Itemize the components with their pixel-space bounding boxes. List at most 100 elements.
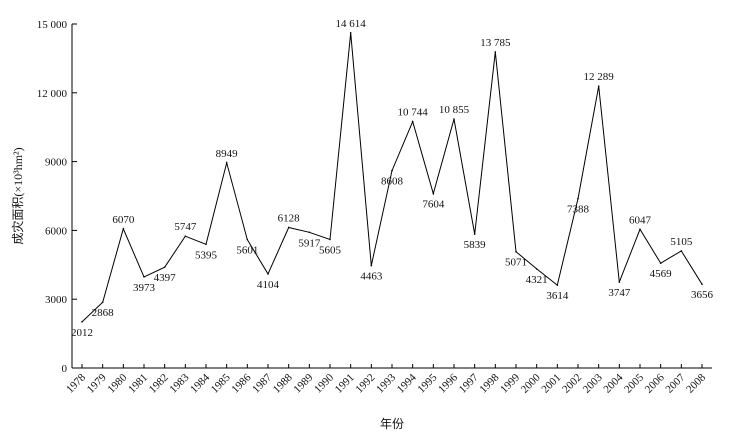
data-point: [577, 197, 579, 200]
data-label: 5105: [670, 236, 693, 248]
data-label: 10 744: [398, 107, 429, 119]
data-label: 4321: [526, 274, 548, 286]
data-label: 3656: [691, 289, 714, 301]
x-tick-label: 1988: [271, 371, 295, 395]
x-tick-label: 1985: [209, 371, 233, 395]
data-point: [515, 250, 517, 253]
y-tick-label: 12 000: [37, 88, 68, 100]
x-tick-label: 2001: [539, 372, 563, 396]
x-tick-label: 2007: [663, 371, 687, 395]
x-tick-label: 1978: [64, 371, 88, 395]
data-point: [246, 238, 249, 241]
x-axis-title: 年份: [380, 417, 404, 431]
data-point: [639, 228, 641, 231]
data-point: [618, 281, 621, 283]
data-label: 4569: [650, 268, 673, 280]
data-label: 6047: [629, 214, 652, 226]
x-tick-label: 2008: [684, 371, 708, 395]
x-tick-label: 1993: [374, 371, 398, 395]
data-point: [163, 266, 166, 268]
y-tick-label: 15 000: [37, 19, 68, 31]
data-point: [659, 262, 662, 265]
x-tick-label: 1994: [395, 371, 419, 395]
data-label: 5601: [236, 245, 258, 257]
data-label: 4463: [360, 271, 383, 283]
data-point: [391, 169, 393, 172]
data-label: 7604: [422, 199, 445, 211]
data-point: [535, 268, 538, 270]
x-tick-label: 1986: [229, 371, 253, 395]
y-tick-label: 3000: [45, 294, 68, 306]
data-label: 5395: [195, 249, 218, 261]
data-point: [329, 238, 331, 241]
data-label: 5605: [319, 244, 342, 256]
data-point: [225, 161, 228, 164]
x-tick-label: 1979: [85, 371, 109, 395]
y-tick-label: 0: [62, 363, 68, 375]
data-label: 4104: [257, 279, 280, 291]
data-point: [680, 250, 683, 252]
data-label: 7388: [567, 204, 590, 216]
data-point: [556, 284, 559, 286]
data-point: [473, 233, 476, 235]
data-point: [205, 243, 207, 246]
data-label: 5071: [505, 257, 527, 269]
y-axis-title: 成灾面积(×10³hm²): [10, 147, 25, 244]
x-tick-label: 2004: [601, 371, 625, 395]
x-ticks: 1978197919801981198219831984198519861987…: [64, 364, 708, 396]
x-tick-label: 1999: [498, 371, 522, 395]
data-label: 6070: [112, 214, 135, 226]
x-tick-label: 1989: [291, 371, 315, 395]
data-point: [287, 226, 290, 229]
data-point: [81, 321, 83, 323]
x-tick-label: 1995: [415, 371, 439, 395]
y-tick-label: 6000: [45, 225, 68, 237]
x-tick-label: 2006: [643, 371, 667, 395]
x-tick-label: 1980: [105, 371, 129, 395]
x-tick-label: 1983: [167, 371, 191, 395]
x-tick-label: 1998: [477, 371, 501, 395]
x-tick-label: 1996: [436, 371, 460, 395]
data-point: [494, 51, 497, 53]
data-label: 5917: [298, 237, 321, 249]
data-label: 6128: [278, 212, 301, 224]
data-label: 2012: [71, 327, 93, 339]
data-point: [370, 264, 373, 267]
data-label: 8608: [381, 176, 404, 188]
data-point: [701, 283, 703, 285]
data-point: [122, 227, 125, 230]
data-point: [432, 192, 435, 195]
x-tick-label: 1991: [333, 372, 357, 396]
x-tick-label: 2002: [560, 372, 584, 396]
data-label: 8949: [216, 148, 239, 160]
data-label: 3973: [133, 282, 156, 294]
x-tick-label: 1982: [147, 372, 171, 396]
data-label: 14 614: [336, 18, 367, 30]
x-tick-label: 1990: [312, 371, 336, 395]
x-tick-label: 1997: [457, 371, 481, 395]
data-label: 12 289: [584, 71, 615, 83]
x-tick-label: 1992: [353, 372, 377, 396]
data-point: [453, 118, 455, 120]
data-label: 3614: [546, 290, 569, 302]
data-label: 4397: [154, 272, 177, 284]
data-point: [597, 85, 600, 87]
x-tick-label: 2000: [519, 371, 543, 395]
data-label: 3747: [608, 287, 631, 299]
data-point: [143, 276, 145, 278]
data-point: [411, 120, 414, 123]
data-point: [184, 235, 187, 238]
y-ticks: 0 3000 6000 9000 12 000 15 000: [37, 19, 77, 375]
x-tick-label: 1984: [188, 371, 212, 395]
data-label: 2868: [92, 307, 115, 319]
x-tick-label: 1987: [250, 371, 274, 395]
x-tick-label: 2003: [581, 371, 605, 395]
series-group: [81, 32, 703, 323]
data-point: [267, 273, 269, 275]
y-tick-label: 9000: [45, 157, 68, 169]
data-label: 5839: [464, 239, 487, 251]
data-label: 10 855: [439, 104, 470, 116]
data-label: 13 785: [480, 37, 511, 49]
